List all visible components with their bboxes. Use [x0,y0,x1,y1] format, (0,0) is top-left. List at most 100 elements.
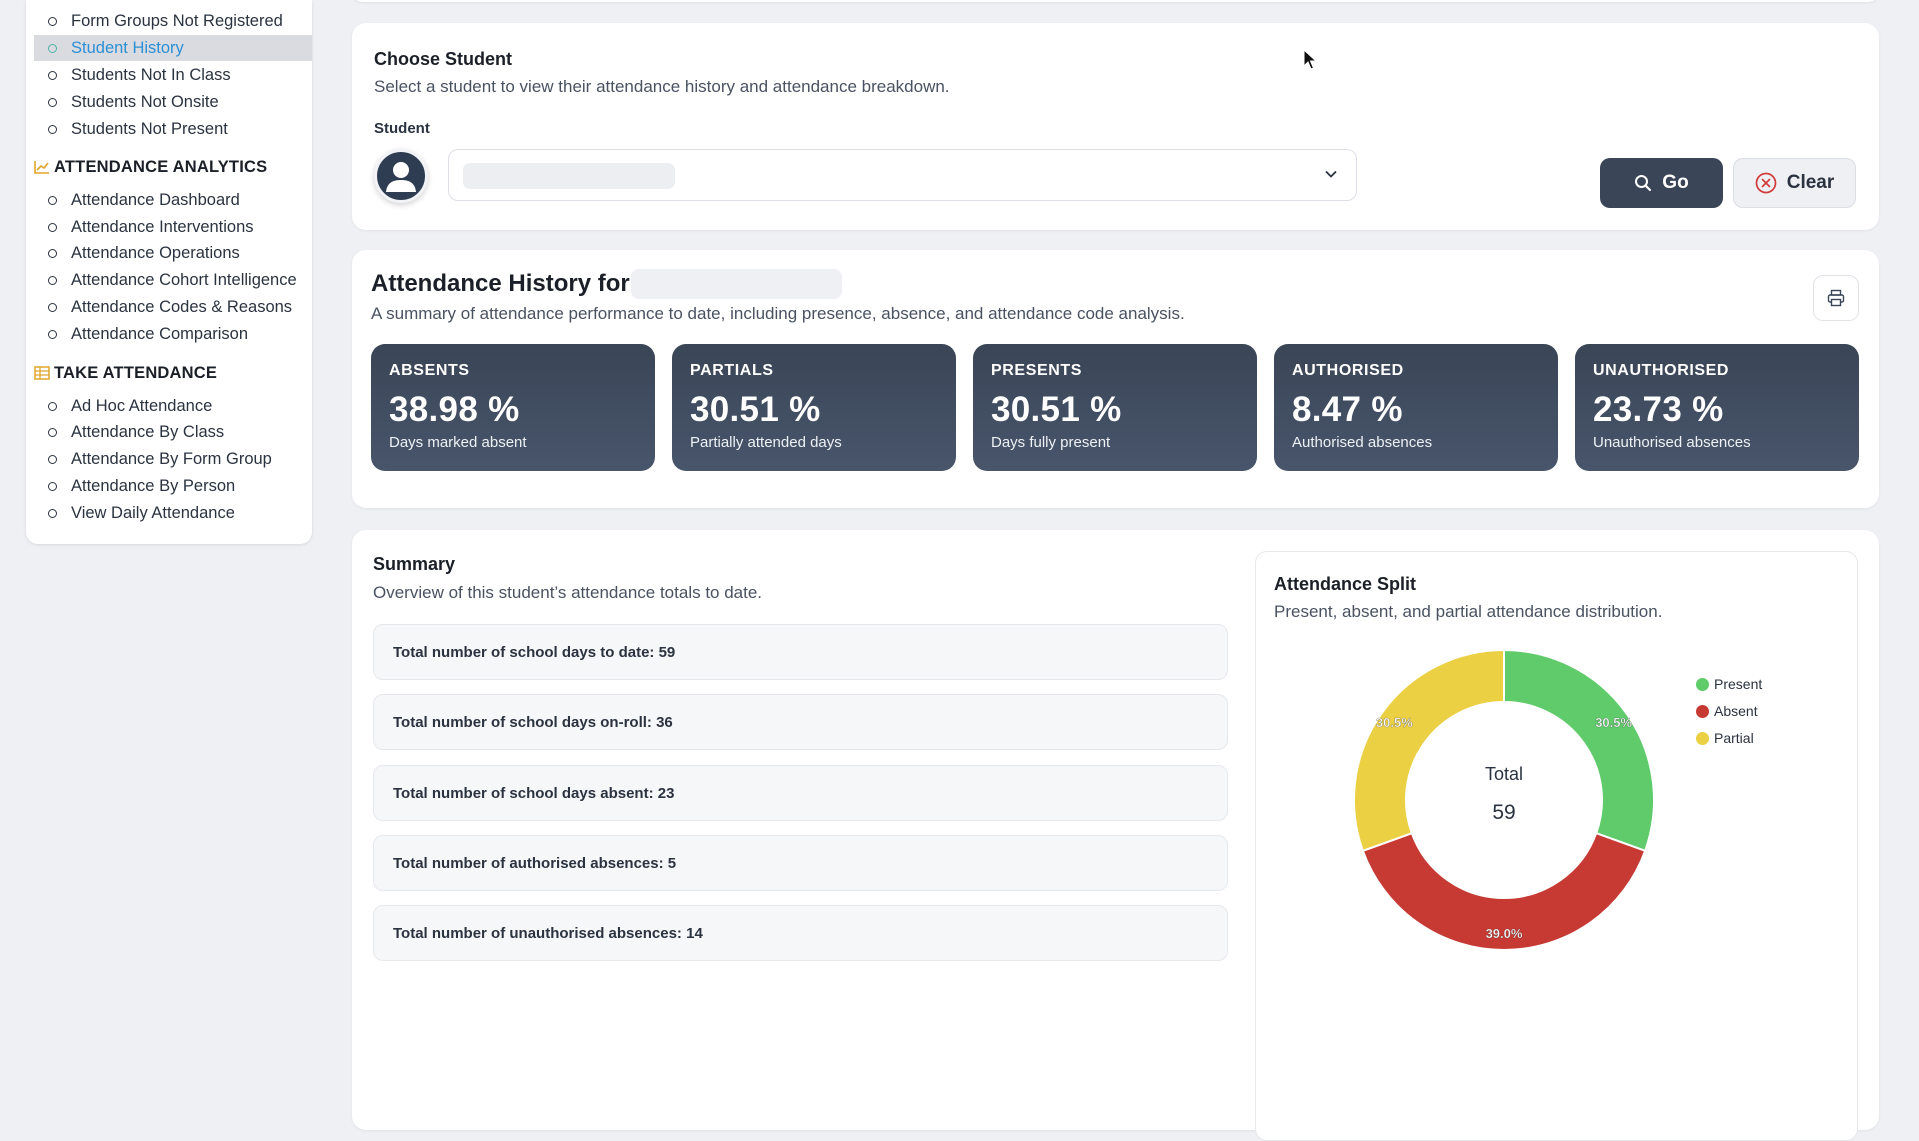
legend-item-present[interactable]: Present [1696,676,1762,692]
line-chart-icon [34,161,49,174]
sidebar-item-attendance-by-form-group[interactable]: Attendance By Form Group [34,446,312,472]
search-icon [1635,175,1652,192]
sidebar-item-label: Attendance By Person [71,476,236,495]
donut-slice-absent[interactable] [1361,831,1647,951]
sidebar-item-students-not-onsite[interactable]: Students Not Onsite [34,89,312,115]
summary-row-label: Total number of authorised absences: [393,854,664,872]
sidebar-item-label: Form Groups Not Registered [71,11,283,30]
mouse-cursor-icon [1303,49,1317,70]
circle-icon [48,195,57,205]
summary-row: Total number of school days absent: 23 [373,765,1228,821]
sidebar-item-students-not-present[interactable]: Students Not Present [34,116,312,142]
legend-label: Absent [1714,703,1758,719]
choose-student-card: Choose Student Select a student to view … [352,23,1879,230]
user-icon [386,162,416,192]
clear-button[interactable]: Clear [1733,158,1856,208]
summary-title: Summary [373,554,456,574]
summary-row-value: 23 [657,784,675,802]
sidebar-item-students-not-in-class[interactable]: Students Not In Class [34,62,312,88]
section-heading: TAKE ATTENDANCE [54,363,218,382]
go-button[interactable]: Go [1600,158,1723,208]
legend-item-partial[interactable]: Partial [1696,730,1754,746]
circle-icon [48,43,57,53]
stat-card-absents: ABSENTS 38.98 % Days marked absent [371,344,655,471]
sidebar-item-attendance-by-class[interactable]: Attendance By Class [34,419,312,445]
summary-row: Total number of school days on-roll: 36 [373,694,1228,750]
choose-student-title: Choose Student [374,49,512,69]
circle-icon [48,97,57,107]
sidebar-item-attendance-operations[interactable]: Attendance Operations [34,240,312,266]
legend-label: Present [1714,676,1763,692]
attendance-history-subtitle: A summary of attendance performance to d… [371,304,1185,323]
circle-icon [48,401,57,411]
legend-label: Partial [1714,730,1754,746]
circle-icon [48,222,57,232]
student-select[interactable] [448,149,1357,201]
sidebar-item-label: Students Not Onsite [71,92,219,111]
sidebar-item-attendance-interventions[interactable]: Attendance Interventions [34,214,312,240]
attendance-history-title: Attendance History for [371,270,630,297]
circle-icon [48,329,57,339]
donut-data-label: 30.5% [1376,715,1413,730]
sidebar-item-label: Ad Hoc Attendance [71,396,213,415]
table-icon [34,366,50,380]
sidebar-item-attendance-comparison[interactable]: Attendance Comparison [34,321,312,347]
sidebar-item-student-history[interactable]: Student History [34,35,312,61]
sidebar-item-label: Attendance By Class [71,422,225,441]
summary-row: Total number of authorised absences: 5 [373,835,1228,891]
sidebar-item-label: View Daily Attendance [71,503,235,522]
donut-center-value: 59 [1492,801,1515,824]
donut-slice-present[interactable] [1503,648,1655,853]
print-button[interactable] [1813,275,1859,321]
printer-icon [1827,289,1845,307]
stat-value: 23.73 % [1593,390,1724,429]
stat-key: PARTIALS [690,362,774,379]
sidebar-item-attendance-by-person[interactable]: Attendance By Person [34,473,312,499]
section-attendance-analytics: ATTENDANCE ANALYTICS [34,155,267,179]
summary-row-label: Total number of school days absent: [393,784,654,802]
legend-item-absent[interactable]: Absent [1696,703,1758,719]
summary-row-label: Total number of school days on-roll: [393,713,652,731]
sidebar-item-ad-hoc-attendance[interactable]: Ad Hoc Attendance [34,393,312,419]
previous-card [352,0,1879,2]
sidebar-item-attendance-codes-reasons[interactable]: Attendance Codes & Reasons [34,294,312,320]
stat-card-unauthorised: UNAUTHORISED 23.73 % Unauthorised absenc… [1575,344,1859,471]
stat-card-authorised: AUTHORISED 8.47 % Authorised absences [1274,344,1558,471]
donut-data-label: 39.0% [1486,926,1523,941]
stat-description: Unauthorised absences [1593,434,1751,451]
stat-card-presents: PRESENTS 30.51 % Days fully present [973,344,1257,471]
section-heading: ATTENDANCE ANALYTICS [54,157,268,176]
stat-description: Days marked absent [389,434,527,451]
legend-swatch [1696,677,1709,691]
stat-key: ABSENTS [389,362,470,379]
summary-row-value: 14 [686,924,703,942]
stat-key: PRESENTS [991,362,1083,379]
summary-row-label: Total number of school days to date: [393,643,655,661]
summary-row-value: 5 [667,854,677,872]
attendance-history-card: Attendance History for A summary of atte… [352,250,1879,508]
donut-data-label: 30.5% [1595,715,1632,730]
sidebar-item-attendance-cohort-intelligence[interactable]: Attendance Cohort Intelligence [34,267,312,293]
donut-center-label: Total [1485,764,1523,784]
stat-card-partials: PARTIALS 30.51 % Partially attended days [672,344,956,471]
sidebar-item-label: Attendance Interventions [71,217,254,236]
clear-button-label: Clear [1786,172,1835,193]
stat-value: 38.98 % [389,390,520,429]
summary-card: Summary Overview of this student’s atten… [352,530,1879,1141]
sidebar-item-view-daily-attendance[interactable]: View Daily Attendance [34,500,312,526]
sidebar-item-attendance-dashboard[interactable]: Attendance Dashboard [34,187,312,213]
circle-icon [48,70,57,80]
legend-swatch [1696,704,1709,718]
circle-icon [48,124,57,134]
stat-value: 30.51 % [991,390,1122,429]
student-name-placeholder [631,269,842,299]
sidebar-item-label: Attendance Comparison [71,324,249,343]
sidebar-item-form-groups-not-registered[interactable]: Form Groups Not Registered [34,8,312,34]
circle-icon [48,481,57,491]
sidebar-item-label: Student History [71,38,184,57]
avatar [374,149,428,203]
donut-slice-partial[interactable] [1353,648,1505,853]
stat-key: UNAUTHORISED [1593,362,1730,379]
sidebar-item-label: Attendance Cohort Intelligence [71,270,297,289]
circle-icon [48,248,57,258]
